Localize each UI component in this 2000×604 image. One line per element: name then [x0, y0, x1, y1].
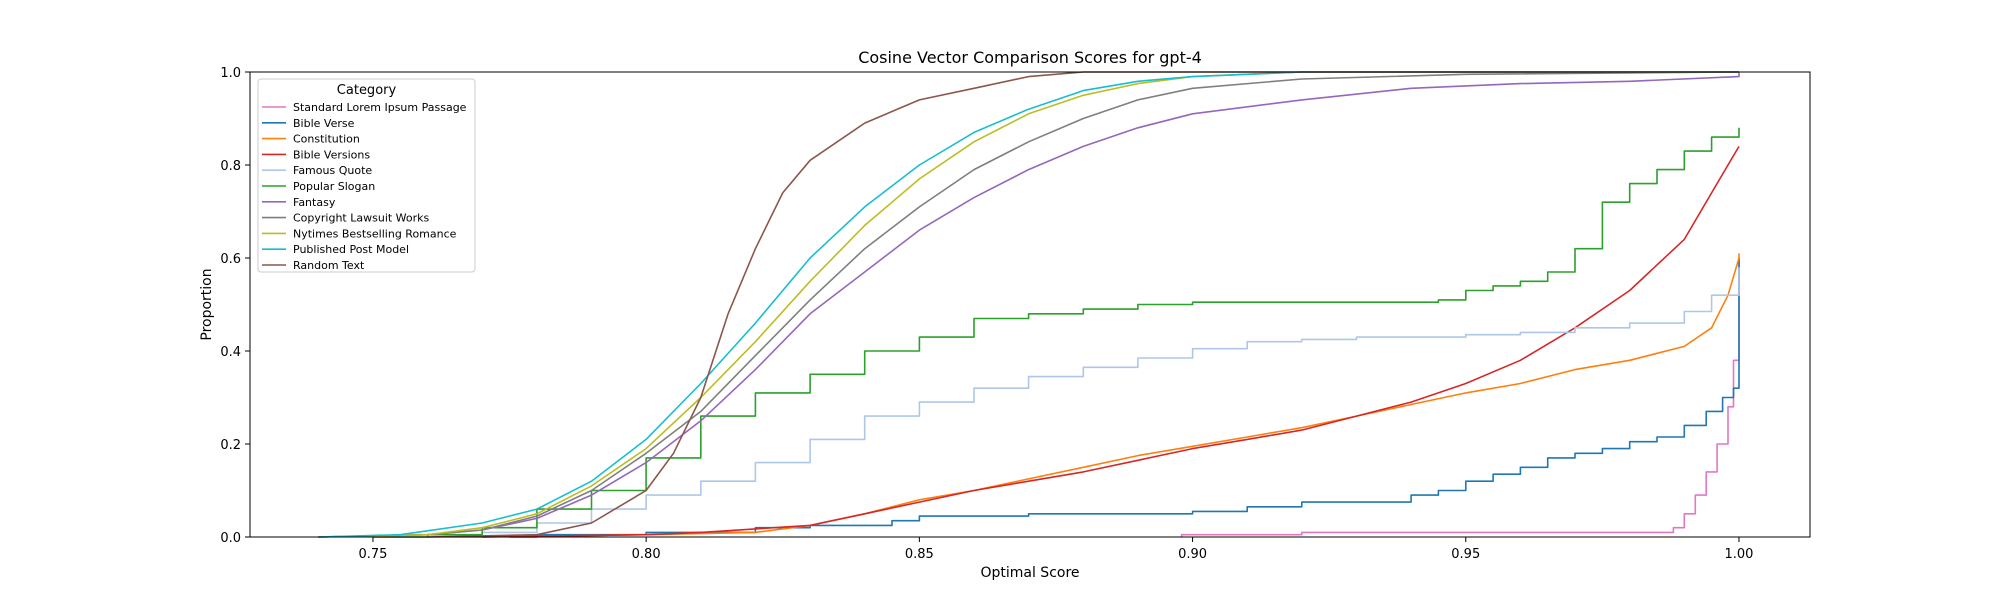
- legend-label: Standard Lorem Ipsum Passage: [293, 101, 467, 114]
- chart-title: Cosine Vector Comparison Scores for gpt-…: [858, 48, 1202, 67]
- y-tick-label: 0.0: [220, 531, 241, 546]
- series-line-0: [1180, 258, 1740, 537]
- legend-label: Fantasy: [293, 196, 336, 209]
- legend-label: Nytimes Bestselling Romance: [293, 227, 457, 240]
- series-line-1: [509, 258, 1740, 538]
- legend-label: Bible Versions: [293, 148, 370, 161]
- y-tick-label: 0.8: [220, 159, 241, 174]
- series-line-3: [482, 145, 1740, 538]
- x-axis-label: Optimal Score: [980, 565, 1079, 581]
- legend-label: Random Text: [293, 259, 365, 272]
- y-tick-label: 1.0: [220, 66, 241, 81]
- y-tick-label: 0.2: [220, 438, 241, 453]
- series-line-8: [318, 71, 1739, 538]
- legend-label: Published Post Model: [293, 243, 409, 256]
- series-line-6: [318, 72, 1740, 538]
- x-tick-label: 0.80: [632, 547, 661, 562]
- series-line-4: [372, 267, 1740, 538]
- y-tick-label: 0.6: [220, 252, 241, 267]
- x-tick-label: 0.95: [1451, 547, 1480, 562]
- series-line-10: [427, 71, 1739, 538]
- legend-items: Standard Lorem Ipsum Passage Bible Verse C…: [262, 101, 467, 272]
- legend-label: Constitution: [293, 133, 360, 146]
- series-line-9: [318, 71, 1739, 538]
- legend-label: Bible Verse: [293, 117, 355, 130]
- y-axis: 0.0 0.2 0.4 0.6 0.8 1.0: [220, 66, 250, 546]
- legend-label: Copyright Lawsuit Works: [293, 212, 430, 225]
- y-axis-label: Proportion: [199, 268, 215, 340]
- x-tick-label: 0.85: [905, 547, 934, 562]
- plot-frame: [249, 71, 1811, 538]
- x-tick-label: 1.00: [1724, 547, 1753, 562]
- x-axis: 0.75 0.80 0.85 0.90 0.95 1.00: [358, 537, 1753, 562]
- legend: Category Standard Lorem Ipsum Passage Bib…: [257, 78, 476, 273]
- x-tick-label: 0.90: [1178, 547, 1207, 562]
- legend-title: Category: [337, 83, 397, 98]
- series-line-7: [318, 71, 1740, 538]
- plot-series: [318, 71, 1740, 538]
- x-tick-label: 0.75: [358, 547, 387, 562]
- legend-label: Popular Slogan: [293, 180, 375, 193]
- legend-box: [257, 78, 476, 273]
- y-tick-label: 0.4: [220, 345, 241, 360]
- legend-label: Famous Quote: [293, 164, 372, 177]
